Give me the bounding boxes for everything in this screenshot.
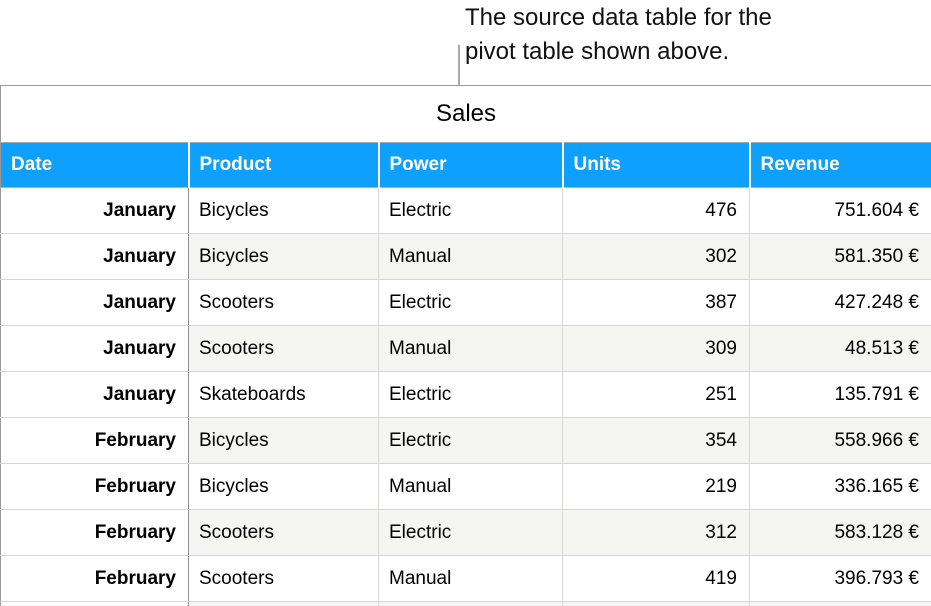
cell-revenue[interactable]: 583.128 €	[749, 509, 931, 556]
cell-revenue[interactable]: 396.793 €	[749, 555, 931, 602]
cell-power[interactable]: Electric	[378, 279, 563, 326]
table-row: January Bicycles Electric 476 751.604 €	[0, 187, 931, 234]
cell-product[interactable]	[188, 601, 379, 606]
cell-date[interactable]: January	[0, 279, 189, 326]
cell-revenue[interactable]: 48.513 €	[749, 325, 931, 372]
table-row: January Bicycles Manual 302 581.350 €	[0, 233, 931, 280]
table-row-partial	[0, 601, 931, 606]
cell-revenue[interactable]: 751.604 €	[749, 187, 931, 234]
cell-date[interactable]: January	[0, 325, 189, 372]
cell-power[interactable]: Manual	[378, 233, 563, 280]
table-row: January Skateboards Electric 251 135.791…	[0, 371, 931, 418]
cell-units[interactable]: 302	[562, 233, 750, 280]
cell-power[interactable]: Manual	[378, 463, 563, 510]
table-row: February Bicycles Manual 219 336.165 €	[0, 463, 931, 510]
column-header-product[interactable]: Product	[187, 142, 379, 188]
cell-units[interactable]: 419	[562, 555, 750, 602]
cell-units[interactable]	[562, 601, 750, 606]
cell-units[interactable]: 219	[562, 463, 750, 510]
table-row: January Scooters Manual 309 48.513 €	[0, 325, 931, 372]
column-header-power[interactable]: Power	[377, 142, 563, 188]
table-header-row: Date Product Power Units Revenue	[0, 142, 931, 188]
table-title-row: Sales	[0, 85, 931, 143]
table-row: February Scooters Manual 419 396.793 €	[0, 555, 931, 602]
cell-revenue[interactable]: 581.350 €	[749, 233, 931, 280]
cell-power[interactable]: Electric	[378, 509, 563, 556]
caption-connector-line	[458, 45, 460, 86]
cell-units[interactable]: 251	[562, 371, 750, 418]
cell-power[interactable]: Manual	[378, 325, 563, 372]
cell-product[interactable]: Scooters	[188, 555, 379, 602]
sales-data-table: Sales Date Product Power Units Revenue J…	[0, 85, 931, 606]
cell-date[interactable]: February	[0, 463, 189, 510]
cell-date[interactable]: January	[0, 187, 189, 234]
cell-product[interactable]: Scooters	[188, 279, 379, 326]
cell-date[interactable]: January	[0, 233, 189, 280]
table-row: January Scooters Electric 387 427.248 €	[0, 279, 931, 326]
cell-revenue[interactable]	[749, 601, 931, 606]
table-row: February Bicycles Electric 354 558.966 €	[0, 417, 931, 464]
cell-units[interactable]: 309	[562, 325, 750, 372]
cell-date[interactable]: February	[0, 417, 189, 464]
sales-table: Sales Date Product Power Units Revenue J…	[0, 85, 931, 606]
cell-product[interactable]: Scooters	[188, 509, 379, 556]
cell-power[interactable]: Electric	[378, 371, 563, 418]
column-header-revenue[interactable]: Revenue	[748, 142, 931, 188]
table-row: February Scooters Electric 312 583.128 €	[0, 509, 931, 556]
cell-power[interactable]: Manual	[378, 555, 563, 602]
cell-units[interactable]: 354	[562, 417, 750, 464]
cell-product[interactable]: Bicycles	[188, 187, 379, 234]
column-header-date[interactable]: Date	[0, 142, 189, 188]
cell-product[interactable]: Bicycles	[188, 417, 379, 464]
cell-product[interactable]: Scooters	[188, 325, 379, 372]
cell-date[interactable]: February	[0, 555, 189, 602]
caption-line-1: The source data table for the	[465, 4, 772, 31]
cell-product[interactable]: Bicycles	[188, 463, 379, 510]
cell-units[interactable]: 387	[562, 279, 750, 326]
cell-revenue[interactable]: 427.248 €	[749, 279, 931, 326]
cell-date[interactable]: February	[0, 509, 189, 556]
cell-power[interactable]: Electric	[378, 187, 563, 234]
cell-revenue[interactable]: 336.165 €	[749, 463, 931, 510]
cell-units[interactable]: 476	[562, 187, 750, 234]
column-header-units[interactable]: Units	[561, 142, 750, 188]
table-title[interactable]: Sales	[0, 85, 931, 143]
cell-product[interactable]: Bicycles	[188, 233, 379, 280]
cell-revenue[interactable]: 558.966 €	[749, 417, 931, 464]
cell-units[interactable]: 312	[562, 509, 750, 556]
cell-power[interactable]: Electric	[378, 417, 563, 464]
cell-revenue[interactable]: 135.791 €	[749, 371, 931, 418]
cell-product[interactable]: Skateboards	[188, 371, 379, 418]
cell-date[interactable]: January	[0, 371, 189, 418]
caption: The source data table for the pivot tabl…	[465, 1, 772, 69]
cell-power[interactable]	[378, 601, 563, 606]
caption-line-2: pivot table shown above.	[465, 38, 730, 65]
cell-date[interactable]	[0, 601, 189, 606]
